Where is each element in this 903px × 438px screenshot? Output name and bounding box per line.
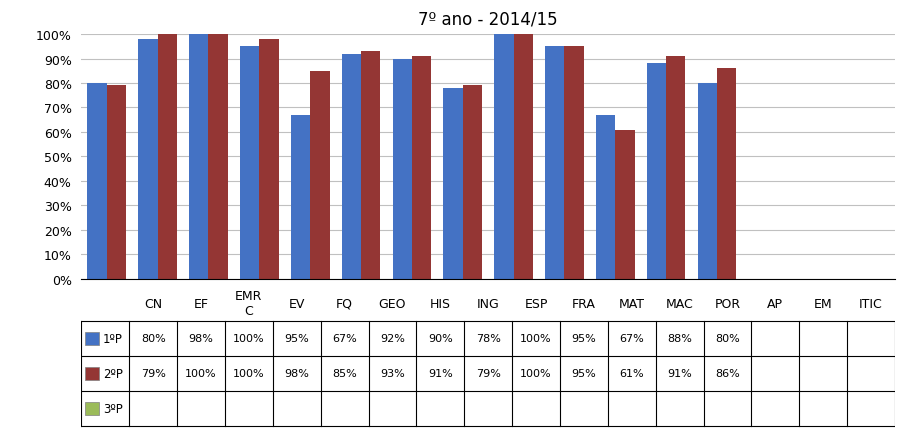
Bar bbox=[341, 55, 360, 279]
Bar bbox=[85, 367, 98, 380]
Bar bbox=[189, 35, 209, 279]
Text: 100%: 100% bbox=[519, 333, 551, 343]
Bar bbox=[85, 332, 98, 345]
Text: 90%: 90% bbox=[427, 333, 452, 343]
Text: 95%: 95% bbox=[571, 333, 596, 343]
Text: 67%: 67% bbox=[331, 333, 357, 343]
Text: EV: EV bbox=[288, 297, 304, 310]
Bar bbox=[259, 40, 278, 279]
Bar bbox=[240, 47, 259, 279]
Text: CN: CN bbox=[144, 297, 162, 310]
Text: POR: POR bbox=[713, 297, 740, 310]
Text: MAC: MAC bbox=[665, 297, 693, 310]
Text: 100%: 100% bbox=[185, 368, 217, 378]
Bar bbox=[310, 72, 329, 279]
Bar bbox=[412, 57, 431, 279]
Bar bbox=[291, 116, 310, 279]
Bar bbox=[392, 60, 412, 279]
Bar bbox=[107, 86, 126, 279]
Text: MAT: MAT bbox=[618, 297, 644, 310]
Bar bbox=[545, 47, 563, 279]
Text: 3ºP: 3ºP bbox=[103, 402, 123, 415]
Text: ESP: ESP bbox=[524, 297, 547, 310]
Text: 78%: 78% bbox=[475, 333, 500, 343]
Bar bbox=[360, 52, 380, 279]
Text: 80%: 80% bbox=[714, 333, 739, 343]
Bar bbox=[209, 35, 228, 279]
Text: HIS: HIS bbox=[429, 297, 451, 310]
Bar bbox=[513, 35, 533, 279]
Bar bbox=[615, 130, 634, 279]
Bar bbox=[563, 47, 583, 279]
Text: 80%: 80% bbox=[141, 333, 165, 343]
Text: 91%: 91% bbox=[427, 368, 452, 378]
Bar bbox=[138, 40, 157, 279]
Bar bbox=[697, 84, 716, 279]
Bar bbox=[716, 69, 736, 279]
Text: 95%: 95% bbox=[571, 368, 596, 378]
Text: 79%: 79% bbox=[475, 368, 500, 378]
Text: 88%: 88% bbox=[666, 333, 692, 343]
Bar bbox=[85, 402, 98, 415]
Text: AP: AP bbox=[767, 297, 782, 310]
Bar bbox=[494, 35, 513, 279]
Text: 79%: 79% bbox=[141, 368, 165, 378]
Bar bbox=[442, 89, 462, 279]
Text: EM: EM bbox=[813, 297, 832, 310]
Text: 92%: 92% bbox=[379, 333, 405, 343]
Text: FQ: FQ bbox=[336, 297, 353, 310]
Text: 91%: 91% bbox=[666, 368, 691, 378]
Bar bbox=[647, 64, 666, 279]
Text: 67%: 67% bbox=[619, 333, 644, 343]
Text: 100%: 100% bbox=[519, 368, 551, 378]
Text: 93%: 93% bbox=[379, 368, 405, 378]
Text: 86%: 86% bbox=[714, 368, 739, 378]
Text: EMR
C: EMR C bbox=[235, 290, 262, 318]
Text: 95%: 95% bbox=[284, 333, 309, 343]
Text: 1ºP: 1ºP bbox=[103, 332, 123, 345]
Bar bbox=[595, 116, 615, 279]
Text: ING: ING bbox=[476, 297, 499, 310]
Text: GEO: GEO bbox=[378, 297, 405, 310]
Title: 7º ano - 2014/15: 7º ano - 2014/15 bbox=[418, 10, 557, 28]
Text: 100%: 100% bbox=[233, 368, 265, 378]
Text: 61%: 61% bbox=[619, 368, 643, 378]
Text: 2ºP: 2ºP bbox=[103, 367, 123, 380]
Text: FRA: FRA bbox=[572, 297, 595, 310]
Text: 98%: 98% bbox=[284, 368, 309, 378]
Text: 98%: 98% bbox=[189, 333, 213, 343]
Text: 100%: 100% bbox=[233, 333, 265, 343]
Bar bbox=[462, 86, 481, 279]
Text: 85%: 85% bbox=[331, 368, 357, 378]
Bar bbox=[88, 84, 107, 279]
Text: EF: EF bbox=[193, 297, 209, 310]
Bar bbox=[666, 57, 684, 279]
Text: ITIC: ITIC bbox=[858, 297, 882, 310]
Bar bbox=[157, 35, 177, 279]
